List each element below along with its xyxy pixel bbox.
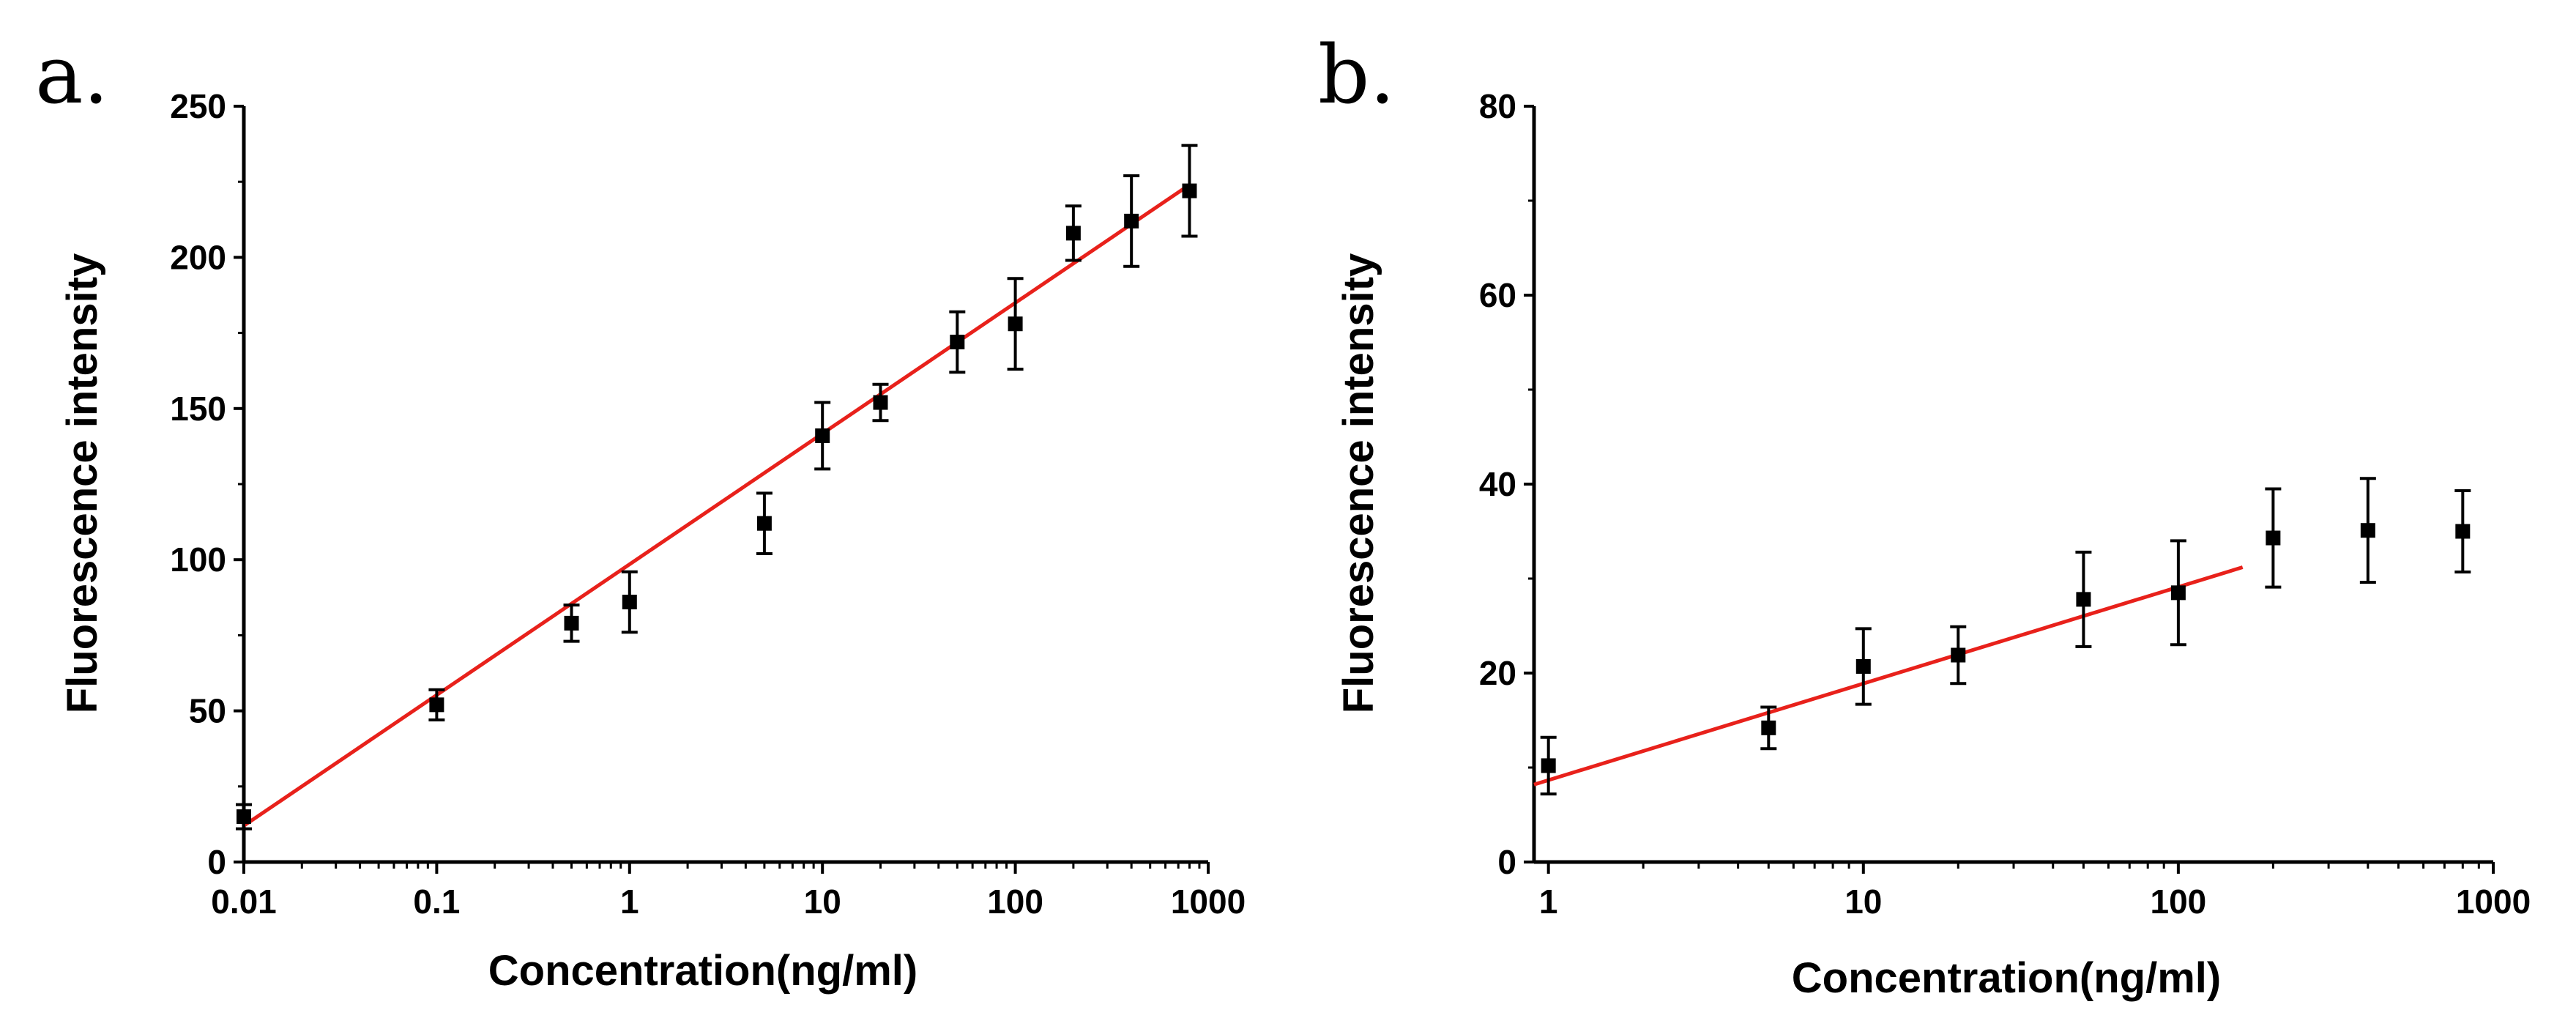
panel-a-y-tick-label: 0	[207, 843, 226, 881]
panel-a-label: a.	[35, 28, 109, 122]
panel-a-x-tick-label: 0.1	[413, 883, 460, 921]
panel-b-data-point	[2266, 530, 2281, 546]
panel-b-x-axis-title: Concentration(ng/ml)	[1792, 954, 2221, 1002]
panel-a-x-axis-title: Concentration(ng/ml)	[488, 947, 917, 995]
panel-a-y-tick-label: 150	[170, 390, 226, 428]
panel-a-x-tick-label: 10	[804, 883, 841, 921]
panel-a-data-point	[564, 615, 579, 631]
panel-a-data-point	[873, 395, 888, 410]
panel-a-y-tick-label: 200	[170, 238, 226, 276]
panel-b-y-tick-label: 80	[1479, 87, 1516, 125]
panel-a-data-point	[1008, 316, 1023, 332]
panel-b-data-point	[1951, 647, 1966, 663]
panel-b-data-point	[2170, 585, 2186, 601]
panel-b-x-tick-label: 1	[1539, 883, 1558, 921]
panel-a-data-point	[429, 697, 444, 713]
panel-a-y-tick-label: 50	[189, 692, 226, 730]
panel-b-x-tick-label: 1000	[2456, 883, 2531, 921]
panel-a-data-point	[756, 516, 772, 531]
panel-a-x-tick-label: 1000	[1171, 883, 1246, 921]
panel-a-x-tick-label: 100	[987, 883, 1043, 921]
panel-a-plot-area: 0 50 100 150 200 250 0.01 0.1 1 10 100 1000	[170, 87, 1246, 921]
panel-b-label: b.	[1318, 28, 1395, 122]
panel-a-x-tick-label: 1	[620, 883, 639, 921]
panel-b-data-point	[1855, 658, 1871, 674]
panel-b-plot-area: 0 20 40 60 80 1 10 100 1000	[1479, 87, 2531, 921]
panel-a-data-point	[950, 334, 965, 349]
panel-a-y-axis-title: Fluorescence intensity	[59, 253, 106, 714]
panel-a-data-point	[1124, 213, 1139, 229]
panel-b-x-tick-label: 100	[2151, 883, 2207, 921]
panel-b-fit-line	[1533, 565, 2244, 787]
panel-a-data-point	[622, 594, 637, 609]
panel-b-y-tick-label: 40	[1479, 465, 1516, 503]
panel-a-y-tick-label: 250	[170, 87, 226, 125]
panel-b-y-axis-title: Fluorescence intensity	[1335, 253, 1382, 714]
panel-b-y-tick-label: 0	[1497, 843, 1516, 881]
panel-b-y-tick-label: 20	[1479, 654, 1516, 692]
panel-b-data-point	[2360, 523, 2375, 538]
panel-a-data-point	[237, 809, 251, 825]
panel-b-data-point	[2076, 592, 2091, 607]
panel-a-y-tick-label: 100	[170, 540, 226, 579]
panel-a-data-point	[1065, 226, 1081, 241]
panel-b-x-tick-label: 10	[1844, 883, 1882, 921]
panel-a-data-point	[815, 428, 830, 443]
panel-b-data-point	[1761, 720, 1776, 735]
panel-a: a. Fluorescence intensity Concentration(…	[35, 28, 1246, 995]
panel-a-x-tick-label: 0.01	[211, 883, 277, 921]
panel-b-data-point	[2455, 524, 2471, 539]
panel-b-data-point	[1541, 758, 1556, 773]
panel-a-data-point	[1182, 183, 1197, 198]
panel-b-y-tick-label: 60	[1479, 276, 1516, 314]
panel-b: b. Fluorescence intensity Concentration(…	[1318, 28, 2531, 1002]
panel-a-fit-line	[242, 183, 1191, 828]
